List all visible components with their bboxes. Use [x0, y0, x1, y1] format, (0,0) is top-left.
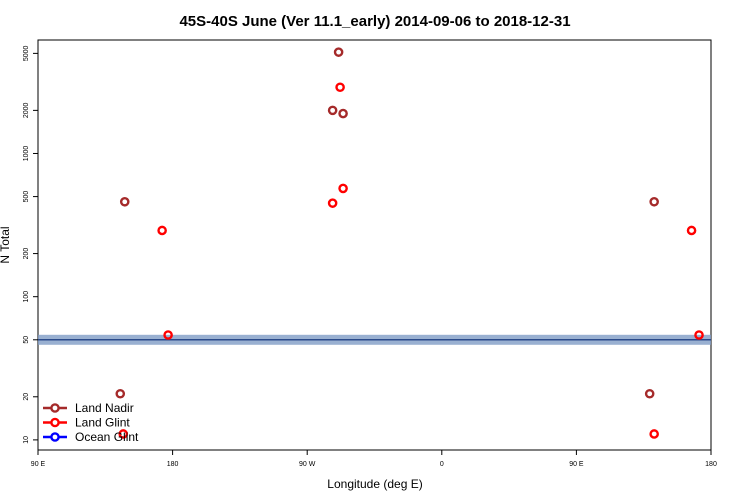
legend-marker — [50, 403, 60, 413]
x-axis: 90 E 180 90 W 0 90 E 180 — [31, 450, 717, 468]
data-point — [157, 225, 167, 236]
x-tick-label: 180 — [705, 461, 717, 468]
y-tick-label: 5000 — [23, 45, 30, 61]
x-tick-label: 0 — [440, 461, 444, 468]
data-point — [686, 225, 697, 236]
data-point — [327, 198, 338, 208]
y-tick-label: 500 — [23, 191, 30, 203]
y-tick-label: 100 — [23, 291, 30, 303]
data-point — [338, 108, 348, 119]
reference-band — [38, 334, 711, 345]
y-tick-label: 50 — [23, 336, 30, 344]
data-point — [338, 183, 348, 194]
y-axis: 10 20 50 100 200 500 1000 2000 5000 — [23, 45, 38, 444]
y-tick-label: 200 — [23, 248, 30, 260]
x-tick-label: 180 — [167, 461, 179, 468]
data-points — [115, 47, 704, 439]
data-point — [694, 330, 704, 340]
data-point — [644, 388, 655, 399]
chart-title: 45S-40S June (Ver 11.1_early) 2014-09-06… — [179, 13, 570, 30]
data-point — [119, 196, 130, 207]
data-point — [327, 105, 338, 116]
data-point — [333, 47, 344, 57]
y-tick-label: 10 — [23, 436, 30, 444]
y-tick-label: 1000 — [23, 146, 30, 162]
legend-marker — [50, 432, 60, 442]
plot-frame — [37, 39, 712, 451]
data-point — [163, 330, 173, 340]
x-axis-label: Longitude (deg E) — [327, 477, 422, 491]
data-point — [118, 429, 129, 439]
x-tick-label: 90 W — [299, 461, 316, 468]
y-tick-label: 2000 — [23, 102, 30, 118]
data-point — [115, 388, 126, 399]
x-tick-label: 90 E — [31, 461, 46, 468]
legend-label: Ocean Glint — [75, 430, 139, 444]
data-point — [649, 429, 659, 439]
legend-label: Land Glint — [75, 416, 130, 430]
legend-label: Land Nadir — [75, 401, 134, 415]
legend-marker — [50, 417, 60, 428]
data-point — [335, 82, 345, 93]
y-axis-label: N Total — [0, 226, 12, 263]
y-tick-label: 20 — [23, 393, 30, 401]
x-tick-label: 90 E — [569, 461, 584, 468]
data-point — [649, 196, 659, 207]
